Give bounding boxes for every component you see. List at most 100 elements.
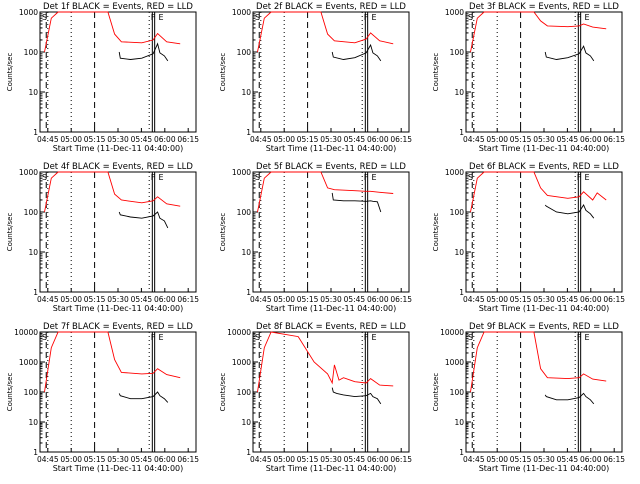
x-tick-label: 06:00 — [367, 135, 389, 144]
x-tick-label: 04:45 — [463, 135, 485, 144]
y-tick-label: 10 — [28, 248, 38, 257]
series-line-lld — [470, 171, 607, 213]
y-axis-label: Counts/sec — [219, 213, 227, 252]
x-tick-label: 06:00 — [367, 295, 389, 304]
x-tick-label: 05:15 — [510, 455, 532, 464]
plot-frame — [465, 331, 623, 453]
chart-panel-6: Det 6f BLACK = Events, RED = LLD 1 10 100 10… — [432, 162, 625, 313]
y-axis-label: Counts/sec — [6, 53, 14, 92]
y-tick-label: 10 — [28, 88, 38, 97]
x-tick-label: 06:15 — [603, 135, 625, 144]
x-tick-label: 05:30 — [107, 135, 129, 144]
marker-label-end: E — [159, 333, 164, 342]
plot-frame — [465, 171, 623, 293]
y-axis-label: Counts/sec — [432, 213, 440, 252]
series-line-events — [331, 387, 382, 405]
y-tick-label: 1000 — [19, 358, 38, 367]
x-axis-label: Start Time (11-Dec-11 04:40:00) — [266, 144, 397, 153]
series-line-lld — [257, 331, 394, 393]
y-axis-label: Counts/sec — [432, 373, 440, 412]
series-line-events — [544, 392, 595, 405]
chart-title: Det 9f BLACK = Events, RED = LLD — [469, 322, 619, 332]
series-line-lld — [257, 11, 394, 53]
x-tick-label: 05:30 — [533, 295, 555, 304]
x-tick-label: 05:15 — [297, 135, 319, 144]
x-tick-label: 06:00 — [154, 295, 176, 304]
y-tick-label: 100 — [450, 208, 465, 217]
x-axis-label: Start Time (11-Dec-11 04:40:00) — [53, 144, 184, 153]
plot-frame — [252, 171, 410, 293]
y-tick-label: 10 — [241, 418, 251, 427]
x-tick-label: 06:00 — [580, 295, 602, 304]
x-tick-label: 05:30 — [107, 295, 129, 304]
marker-label-start: S — [255, 333, 260, 342]
x-tick-label: 06:15 — [390, 455, 412, 464]
chart-panel-1: Det 1f BLACK = Events, RED = LLD 1 10 100 10… — [6, 2, 199, 153]
chart-title: Det 7f BLACK = Events, RED = LLD — [43, 322, 193, 332]
y-tick-label: 1 — [33, 448, 38, 457]
y-tick-label: 1 — [459, 448, 464, 457]
y-tick-label: 1000 — [445, 168, 464, 177]
x-tick-label: 04:45 — [463, 295, 485, 304]
series-line-events — [544, 45, 595, 62]
chart-title: Det 8f BLACK = Events, RED = LLD — [256, 322, 406, 332]
x-tick-label: 04:45 — [250, 295, 272, 304]
x-tick-label: 06:00 — [367, 455, 389, 464]
x-tick-label: 06:15 — [177, 455, 199, 464]
chart-title: Det 2f BLACK = Events, RED = LLD — [256, 2, 406, 12]
x-tick-label: 06:00 — [580, 455, 602, 464]
x-tick-label: 05:15 — [84, 135, 106, 144]
x-tick-label: 05:15 — [510, 135, 532, 144]
x-tick-label: 06:00 — [154, 455, 176, 464]
x-tick-label: 05:15 — [510, 295, 532, 304]
y-tick-label: 10 — [454, 248, 464, 257]
x-axis-label: Start Time (11-Dec-11 04:40:00) — [479, 464, 610, 473]
x-tick-label: 06:15 — [177, 295, 199, 304]
chart-title: Det 5f BLACK = Events, RED = LLD — [256, 162, 406, 172]
marker-label-end: E — [372, 333, 377, 342]
plot-frame — [39, 331, 197, 453]
series-line-events — [118, 391, 169, 403]
marker-label-end: E — [585, 333, 590, 342]
y-tick-label: 10 — [454, 418, 464, 427]
series-line-events — [331, 43, 382, 62]
chart-panel-3: Det 3f BLACK = Events, RED = LLD 1 10 100 10… — [432, 2, 625, 153]
x-tick-label: 05:00 — [273, 135, 295, 144]
x-tick-label: 06:00 — [580, 135, 602, 144]
marker-label-start: S — [468, 13, 473, 22]
y-tick-label: 100 — [237, 48, 252, 57]
y-tick-label: 10 — [241, 248, 251, 257]
y-axis-label: Counts/sec — [432, 53, 440, 92]
plot-frame — [465, 11, 623, 133]
y-tick-label: 1 — [246, 288, 251, 297]
x-tick-label: 05:30 — [320, 135, 342, 144]
y-tick-label: 1000 — [445, 8, 464, 17]
x-tick-label: 06:15 — [177, 135, 199, 144]
y-tick-label: 1 — [33, 128, 38, 137]
x-tick-label: 05:30 — [107, 455, 129, 464]
y-tick-label: 100 — [237, 388, 252, 397]
marker-label-end: E — [159, 13, 164, 22]
x-tick-label: 06:15 — [390, 135, 412, 144]
marker-label-end: E — [585, 173, 590, 182]
x-tick-label: 05:00 — [486, 295, 508, 304]
x-tick-label: 05:00 — [486, 135, 508, 144]
plot-frame — [252, 11, 410, 133]
x-axis-label: Start Time (11-Dec-11 04:40:00) — [479, 144, 610, 153]
series-line-lld — [44, 331, 181, 393]
x-tick-label: 05:00 — [273, 455, 295, 464]
y-tick-label: 1 — [459, 128, 464, 137]
y-tick-label: 10000 — [14, 328, 38, 337]
y-tick-label: 10 — [454, 88, 464, 97]
y-axis-label: Counts/sec — [6, 213, 14, 252]
marker-label-end: E — [372, 173, 377, 182]
x-tick-label: 04:45 — [250, 135, 272, 144]
marker-label-end: E — [372, 13, 377, 22]
chart-panel-4: Det 4f BLACK = Events, RED = LLD 1 10 100 10… — [6, 162, 199, 313]
x-axis-label: Start Time (11-Dec-11 04:40:00) — [479, 304, 610, 313]
y-tick-label: 1000 — [19, 8, 38, 17]
chart-title: Det 1f BLACK = Events, RED = LLD — [43, 2, 193, 12]
marker-label-start: S — [255, 13, 260, 22]
x-tick-label: 05:45 — [557, 455, 579, 464]
